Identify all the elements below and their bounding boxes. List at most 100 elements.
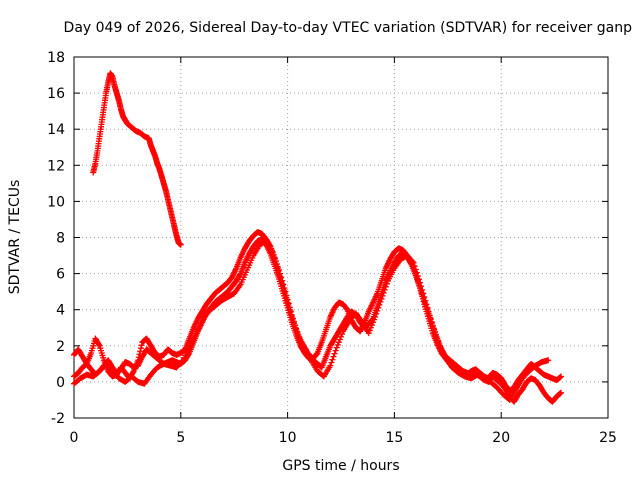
data-point xyxy=(410,259,417,266)
data-point xyxy=(137,348,144,355)
data-point xyxy=(334,341,341,348)
data-point xyxy=(328,359,335,366)
data-point xyxy=(278,274,285,281)
data-point xyxy=(286,304,293,311)
y-tick-label: 18 xyxy=(47,50,65,66)
y-tick-label: -2 xyxy=(51,411,65,427)
y-tick-label: 12 xyxy=(47,158,65,174)
x-tick-label: 20 xyxy=(492,430,510,446)
data-point xyxy=(95,341,102,348)
data-point xyxy=(135,357,142,364)
data-point xyxy=(430,325,437,332)
y-tick-label: 14 xyxy=(47,122,65,138)
data-point xyxy=(433,331,440,338)
data-point xyxy=(289,315,296,322)
data-point xyxy=(414,273,421,280)
data-point xyxy=(329,356,336,363)
data-point xyxy=(427,315,434,322)
data-point xyxy=(338,333,344,340)
y-tick-label: 2 xyxy=(56,339,65,355)
data-point xyxy=(428,319,435,326)
data-point xyxy=(279,277,286,284)
data-point xyxy=(425,308,432,315)
data-point xyxy=(177,241,184,248)
axis-ticks: 0 5 10 15 20 25 -2 0 2 4 6 8 10 12 14 16 18 xyxy=(47,50,617,446)
data-point xyxy=(277,270,284,277)
data-point xyxy=(379,292,386,299)
y-tick-label: 8 xyxy=(56,231,65,247)
data-point xyxy=(274,263,281,270)
data-point xyxy=(292,322,299,329)
data-point xyxy=(419,286,426,293)
data-point xyxy=(375,304,382,311)
data-point xyxy=(135,354,142,361)
data-point xyxy=(282,288,289,295)
data-point xyxy=(178,358,185,365)
data-point xyxy=(287,308,294,315)
data-point xyxy=(284,296,291,303)
data-point xyxy=(380,289,387,296)
data-point xyxy=(273,260,280,267)
data-point xyxy=(281,285,288,292)
data-point xyxy=(294,328,301,335)
data-point xyxy=(424,304,431,311)
data-point xyxy=(422,297,429,304)
data-point xyxy=(426,312,433,319)
data-point xyxy=(339,331,346,338)
data-point xyxy=(136,351,143,358)
data-point xyxy=(276,266,283,273)
y-tick-label: 0 xyxy=(56,375,65,391)
grid xyxy=(74,57,608,418)
y-tick-label: 16 xyxy=(47,86,65,102)
data-point xyxy=(545,357,552,364)
data-point xyxy=(269,248,276,255)
data-point xyxy=(327,362,334,369)
data-point xyxy=(415,276,422,283)
x-tick-label: 15 xyxy=(385,430,403,446)
data-marks xyxy=(71,70,565,405)
data-point xyxy=(411,263,418,270)
data-point xyxy=(371,316,378,323)
data-point xyxy=(374,307,381,314)
data-point xyxy=(429,322,436,329)
x-axis-label: GPS time / hours xyxy=(282,458,399,474)
data-point xyxy=(431,328,438,335)
y-tick-label: 4 xyxy=(56,303,65,319)
data-point xyxy=(376,301,383,308)
data-point xyxy=(368,322,375,329)
data-point xyxy=(377,298,384,305)
data-point xyxy=(435,337,442,344)
data-point xyxy=(413,269,420,276)
data-point xyxy=(270,251,277,258)
data-point xyxy=(383,280,390,287)
x-tick-label: 5 xyxy=(176,430,185,446)
data-point xyxy=(288,312,295,319)
data-point xyxy=(367,324,374,331)
series-tracks-b xyxy=(71,229,565,394)
data-point xyxy=(412,266,419,273)
data-point xyxy=(558,389,565,396)
x-tick-label: 10 xyxy=(279,430,297,446)
y-tick-label: 6 xyxy=(56,267,65,283)
data-point xyxy=(333,344,340,351)
data-point xyxy=(365,330,372,337)
x-tick-label: 25 xyxy=(599,430,617,446)
data-point xyxy=(421,294,428,301)
data-point xyxy=(291,318,298,325)
data-point xyxy=(373,310,380,317)
data-point xyxy=(285,300,292,307)
data-point xyxy=(381,286,388,293)
series-tracks-c xyxy=(71,238,552,403)
data-point xyxy=(130,369,137,376)
data-point xyxy=(558,373,565,380)
data-point xyxy=(372,313,379,320)
series-early-high-track xyxy=(90,70,184,248)
data-point xyxy=(332,347,339,354)
data-point xyxy=(335,339,342,346)
data-point xyxy=(423,301,430,308)
x-tick-label: 0 xyxy=(70,430,79,446)
data-point xyxy=(272,257,279,264)
data-point xyxy=(409,258,416,265)
data-point xyxy=(336,336,343,343)
